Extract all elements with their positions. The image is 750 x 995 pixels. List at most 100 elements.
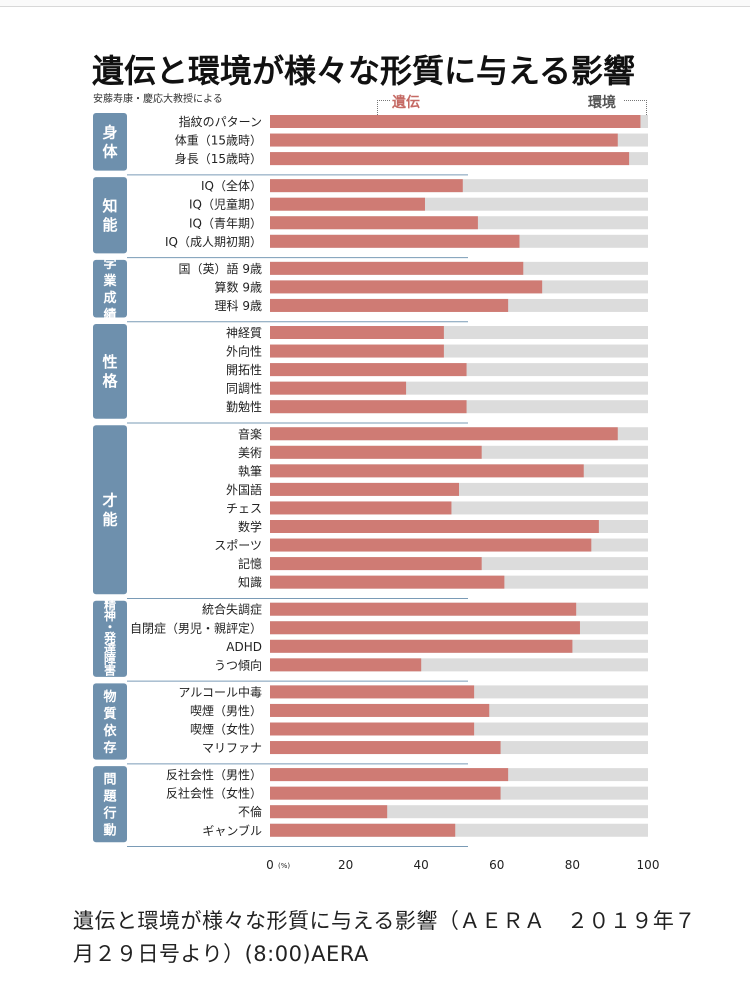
- bar-label: 不倫: [238, 805, 262, 819]
- top-border: [0, 0, 750, 7]
- bar-label: 音楽: [238, 426, 262, 441]
- gene-bar: [270, 786, 501, 800]
- gene-bar: [270, 445, 482, 459]
- bar-label: 喫煙（男性）: [190, 704, 262, 718]
- gene-bar: [270, 344, 444, 358]
- gene-bar: [270, 520, 599, 533]
- bar-label: 美術: [238, 446, 262, 460]
- gene-bar: [270, 658, 422, 672]
- bar-label: 指紋のパターン: [179, 114, 262, 129]
- bar-label: 国（英）語 9歳: [179, 261, 262, 276]
- gene-bar: [270, 722, 475, 736]
- gene-bar: [270, 621, 580, 635]
- x-tick-label: 0: [266, 858, 274, 872]
- bar-label: IQ（成人期初期）: [165, 235, 262, 249]
- bar-label: 自閉症（男児・親評定）: [130, 620, 262, 635]
- gene-bar: [270, 298, 509, 312]
- bar-label: ADHD: [226, 640, 262, 654]
- bar-label: マリファナ: [202, 741, 262, 755]
- bar-label: うつ傾向: [214, 657, 262, 672]
- gene-bar: [270, 133, 618, 147]
- bar-label: 算数 9歳: [215, 279, 262, 294]
- legend-env-marker: [624, 100, 647, 123]
- gene-bar: [270, 823, 456, 837]
- x-tick-label: 40: [414, 858, 429, 872]
- bar-label: 喫煙（女性）: [190, 722, 262, 737]
- gene-bar: [270, 427, 618, 441]
- gene-bar: [270, 363, 467, 377]
- group-label: 問題行動: [102, 772, 117, 838]
- bar-label: 記憶: [238, 556, 262, 571]
- gene-bar: [270, 703, 490, 717]
- group-label: 学業成績: [102, 256, 117, 323]
- bar-label: 執筆: [238, 464, 262, 478]
- gene-bar: [270, 639, 573, 653]
- bar-label: 外向性: [226, 344, 262, 359]
- bar-label: IQ（青年期）: [189, 216, 262, 230]
- x-tick-label: 100: [637, 858, 660, 872]
- group-box: [93, 766, 127, 843]
- image-caption: 遺伝と環境が様々な形質に与える影響（ＡＥＲＡ ２０１９年７月２９日号より）(8:…: [73, 909, 696, 966]
- gene-bar: [270, 482, 459, 496]
- gene-bar: [270, 381, 407, 395]
- bar-label: IQ（全体）: [201, 178, 262, 193]
- bar-label: 身長（15歳時）: [175, 151, 262, 166]
- group-box: [93, 600, 127, 677]
- bar-label: 理科 9歳: [215, 299, 262, 313]
- bar-label: 同調性: [226, 382, 262, 396]
- x-tick-label: 20: [338, 858, 353, 872]
- chart-title: 遺伝と環境が様々な形質に与える影響: [92, 52, 636, 90]
- group-box: [93, 113, 127, 171]
- bar-label: 反社会性（女性）: [166, 786, 262, 801]
- bar-label: スポーツ: [214, 539, 262, 553]
- bar-label: 体重（15歳時）: [175, 134, 262, 148]
- bar-label: 反社会性（男性）: [166, 767, 262, 782]
- x-tick-unit: (%): [278, 862, 290, 870]
- bar-label: 神経質: [226, 325, 262, 340]
- gene-bar: [270, 805, 388, 819]
- bar-label: 勤勉性: [226, 400, 262, 414]
- group-box: [93, 177, 127, 254]
- legend-gene-label: 遺伝: [392, 95, 420, 111]
- gene-bar: [270, 602, 577, 616]
- gene-bar: [270, 575, 505, 589]
- group-label: 知能: [102, 197, 117, 234]
- gene-bar: [270, 501, 452, 515]
- bar-label: 開拓性: [226, 363, 262, 377]
- gene-bar: [270, 197, 425, 211]
- bar-label: アルコール中毒: [178, 684, 262, 699]
- gene-bar: [270, 685, 475, 699]
- gene-bar: [270, 538, 592, 552]
- bar-label: チェス: [226, 501, 262, 515]
- group-label: 身体: [102, 124, 118, 161]
- gene-bar: [270, 464, 584, 478]
- legend-gene-marker: [377, 100, 390, 123]
- bar-label: 統合失調症: [202, 602, 262, 617]
- bar-label: IQ（児童期）: [189, 197, 262, 212]
- group-box: [93, 324, 127, 419]
- bar-label: 外国語: [226, 482, 262, 497]
- gene-bar: [270, 115, 641, 128]
- gene-bar: [270, 768, 509, 782]
- bar-label: ギャンブル: [202, 823, 262, 838]
- gene-bar: [270, 234, 520, 248]
- x-tick-label: 80: [565, 858, 580, 872]
- gene-bar: [270, 557, 482, 571]
- group-box: [93, 259, 127, 318]
- gene-bar: [270, 179, 463, 193]
- group-label: 物質依存: [103, 689, 117, 756]
- group-label: 精神・発達障害: [103, 597, 117, 677]
- gene-bar: [270, 216, 478, 230]
- gene-bar: [270, 152, 630, 166]
- gene-bar: [270, 741, 501, 755]
- bar-label: 知識: [238, 576, 262, 590]
- legend-env-label: 環境: [588, 95, 616, 111]
- group-box: [93, 425, 127, 595]
- group-label: 才能: [102, 492, 117, 529]
- gene-bar: [270, 400, 467, 414]
- group-label: 性格: [102, 353, 118, 390]
- group-box: [93, 683, 127, 760]
- gene-bar: [270, 261, 524, 275]
- x-tick-label: 60: [489, 858, 504, 872]
